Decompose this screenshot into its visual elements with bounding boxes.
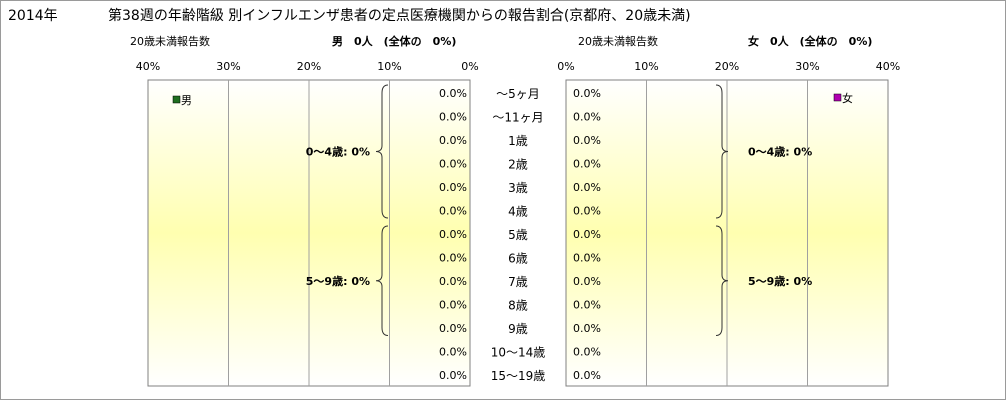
male-data-label: 0.0% (439, 251, 467, 264)
female-data-label: 0.0% (573, 181, 601, 194)
female-data-label: 0.0% (573, 134, 601, 147)
male-tick-label: 40% (136, 60, 160, 73)
male-age-group-bracket (375, 84, 389, 219)
female-data-label: 0.0% (573, 157, 601, 170)
male-data-label: 0.0% (439, 204, 467, 217)
female-header-total: 女 0人 (全体の 0%) (748, 34, 872, 48)
age-category-label: 5歳 (508, 228, 528, 242)
male-tick-label: 10% (377, 60, 401, 73)
female-age-group-label: 0〜4歳: 0% (748, 145, 812, 159)
female-age-group-bracket (715, 84, 729, 219)
male-data-label: 0.0% (439, 228, 467, 241)
female-tick-label: 10% (634, 60, 658, 73)
male-header-total: 男 0人 (全体の 0%) (332, 34, 456, 48)
age-category-label: 7歳 (508, 275, 528, 289)
female-legend-label: 女 (842, 91, 853, 105)
male-data-label: 0.0% (439, 345, 467, 358)
age-category-label: 〜5ヶ月 (496, 87, 540, 101)
age-category-label: 4歳 (508, 204, 528, 218)
male-tick-label: 30% (216, 60, 240, 73)
female-legend-swatch (833, 93, 842, 102)
male-data-label: 0.0% (439, 322, 467, 335)
age-category-label: 15〜19歳 (491, 369, 546, 383)
male-age-group-bracket (375, 225, 389, 336)
age-category-label: 2歳 (508, 157, 528, 171)
female-data-label: 0.0% (573, 322, 601, 335)
male-data-label: 0.0% (439, 87, 467, 100)
age-category-label: 3歳 (508, 181, 528, 195)
male-data-label: 0.0% (439, 157, 467, 170)
age-category-label: 10〜14歳 (491, 345, 546, 359)
male-data-label: 0.0% (439, 369, 467, 382)
male-data-label: 0.0% (439, 275, 467, 288)
male-legend-swatch (172, 95, 181, 104)
female-tick-label: 40% (876, 60, 900, 73)
age-category-label: 6歳 (508, 251, 528, 265)
age-category-label: 9歳 (508, 322, 528, 336)
male-age-group-label: 5〜9歳: 0% (306, 274, 370, 288)
female-data-label: 0.0% (573, 87, 601, 100)
female-data-label: 0.0% (573, 204, 601, 217)
male-tick-label: 0% (461, 60, 478, 73)
chart-year: 2014年 (8, 8, 58, 24)
chart-title: 第38週の年齢階級 別インフルエンザ患者の定点医療機関からの報告割合(京都府、2… (108, 7, 691, 24)
female-age-group-label: 5〜9歳: 0% (748, 274, 812, 288)
female-data-label: 0.0% (573, 251, 601, 264)
female-data-label: 0.0% (573, 298, 601, 311)
male-header-label: 20歳未満報告数 (130, 35, 210, 48)
female-tick-label: 20% (715, 60, 739, 73)
female-data-label: 0.0% (573, 275, 601, 288)
male-age-group-label: 0〜4歳: 0% (306, 145, 370, 159)
male-data-label: 0.0% (439, 181, 467, 194)
male-data-label: 0.0% (439, 110, 467, 123)
female-tick-label: 30% (795, 60, 819, 73)
age-category-label: 〜11ヶ月 (492, 110, 543, 124)
male-legend-label: 男 (181, 94, 192, 107)
male-tick-label: 20% (297, 60, 321, 73)
female-header-label: 20歳未満報告数 (578, 35, 658, 48)
male-data-label: 0.0% (439, 298, 467, 311)
female-data-label: 0.0% (573, 228, 601, 241)
female-data-label: 0.0% (573, 369, 601, 382)
age-category-label: 1歳 (508, 134, 528, 148)
female-tick-label: 0% (557, 60, 574, 73)
female-data-label: 0.0% (573, 345, 601, 358)
male-data-label: 0.0% (439, 134, 467, 147)
female-data-label: 0.0% (573, 110, 601, 123)
female-age-group-bracket (715, 225, 729, 336)
age-category-label: 8歳 (508, 298, 528, 312)
